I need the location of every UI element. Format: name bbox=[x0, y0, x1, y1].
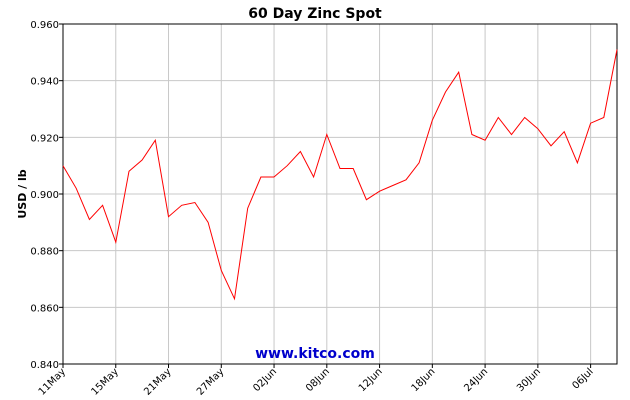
y-tick-labels: 0.960 0.940 0.920 0.900 0.880 0.860 0.840 bbox=[30, 20, 59, 371]
y-tick-label: 0.840 bbox=[30, 360, 59, 371]
axes bbox=[59, 23, 618, 368]
series bbox=[62, 49, 618, 301]
zinc-price-line bbox=[62, 49, 618, 301]
x-tick-label: 02Jun bbox=[251, 366, 279, 394]
watermark: www.kitco.com bbox=[255, 346, 375, 362]
y-tick-label: 0.900 bbox=[30, 190, 59, 201]
x-tick-label: 30Jun bbox=[515, 366, 543, 394]
chart-title: 60 Day Zinc Spot bbox=[248, 6, 382, 22]
x-tick-label: 18Jun bbox=[410, 366, 438, 394]
y-tick-label: 0.920 bbox=[30, 133, 59, 144]
x-tick-label: 21May bbox=[142, 366, 173, 397]
x-tick-label: 27May bbox=[195, 366, 226, 397]
x-tick-label: 11May bbox=[37, 366, 68, 397]
x-tick-label: 15May bbox=[89, 366, 120, 397]
y-tick-label: 0.880 bbox=[30, 247, 59, 258]
y-axis-label: USD / lb bbox=[16, 169, 29, 218]
plot-frame bbox=[62, 23, 618, 365]
y-tick-label: 0.960 bbox=[30, 20, 59, 31]
x-tick-label: 08Jun bbox=[304, 366, 332, 394]
x-tick-labels: 11May 15May 21May 27May 02Jun 08Jun 12Jun 18Jun… bbox=[37, 366, 596, 397]
x-tick-label: 06Jul bbox=[570, 366, 595, 391]
y-tick-label: 0.940 bbox=[30, 77, 59, 88]
y-tick-label: 0.860 bbox=[30, 303, 59, 314]
grid bbox=[62, 23, 617, 365]
x-tick-label: 12Jun bbox=[357, 366, 385, 394]
x-tick-label: 24Jun bbox=[462, 366, 490, 394]
